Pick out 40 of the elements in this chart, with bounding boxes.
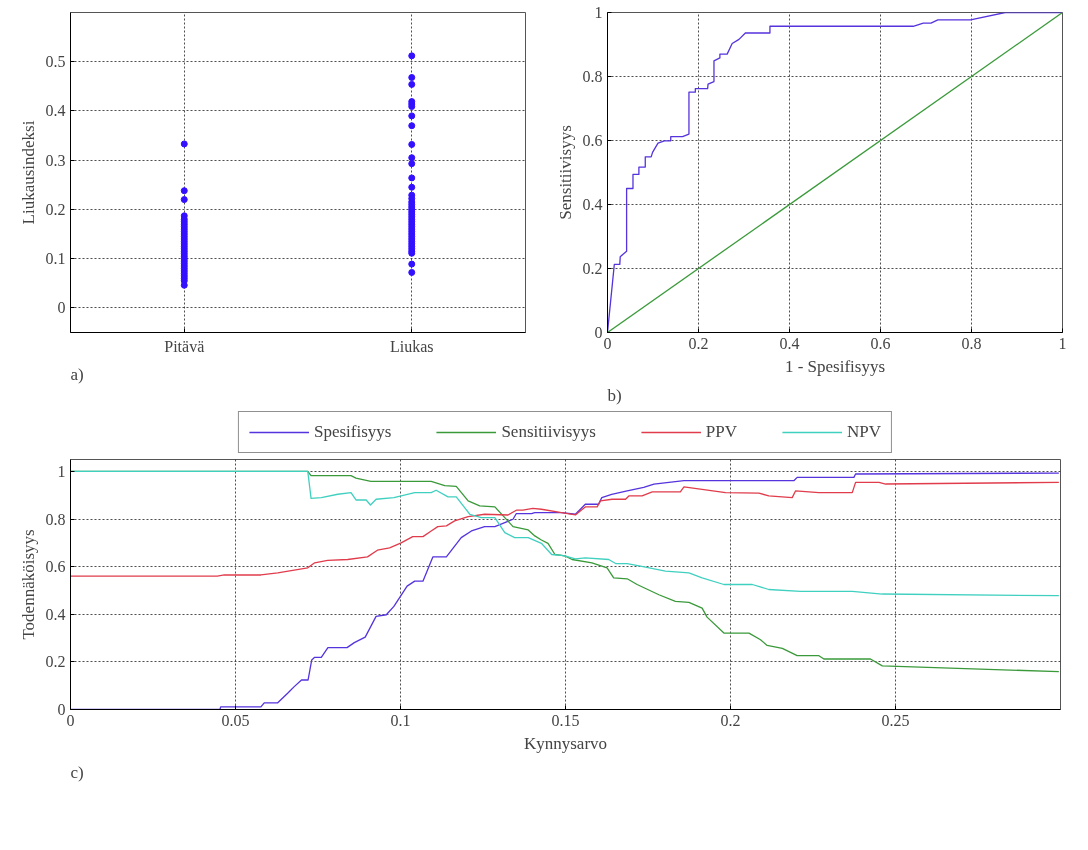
x-tick-label: 0.4 bbox=[779, 334, 800, 352]
legend-label: PPV bbox=[705, 422, 738, 442]
y-tick-label: 0 bbox=[57, 299, 66, 317]
y-tick-label: 0.6 bbox=[45, 558, 66, 576]
x-tick-label: 0.25 bbox=[881, 711, 910, 729]
y-tick-label: 0.5 bbox=[45, 53, 66, 71]
y-tick-label: 0.8 bbox=[45, 510, 66, 528]
x-tick-label: 0.6 bbox=[870, 334, 891, 352]
x-tick-label: Pitävä bbox=[164, 337, 205, 355]
y-tick-label: 1 bbox=[57, 462, 66, 480]
y-tick-label: 0.2 bbox=[45, 200, 66, 218]
x-tick-label: 0.2 bbox=[688, 334, 709, 352]
legend-label: Spesifisyys bbox=[313, 422, 392, 442]
y-axis-title: Liukausindeksi bbox=[18, 120, 38, 225]
x-tick-label: Liukas bbox=[389, 337, 434, 355]
y-axis-title: Todennäköisyys bbox=[18, 529, 38, 640]
text: c) bbox=[70, 762, 84, 782]
x-tick-label: 0.15 bbox=[551, 711, 580, 729]
y-tick-label: 0.6 bbox=[582, 132, 603, 149]
x-tick-label: 0.05 bbox=[221, 711, 250, 729]
y-tick-label: 0.4 bbox=[45, 102, 66, 120]
y-tick-label: 0.2 bbox=[582, 260, 603, 277]
legend-label: Sensitiivisyys bbox=[501, 422, 596, 442]
text: b) bbox=[607, 385, 622, 405]
y-tick-label: 0.8 bbox=[582, 68, 603, 85]
y-tick-label: 0.4 bbox=[45, 605, 66, 623]
y-tick-label: 0.3 bbox=[45, 151, 66, 169]
y-tick-label: 0.2 bbox=[45, 653, 66, 671]
x-axis-title: 1 - Spesifisyys bbox=[784, 356, 886, 376]
y-axis-title: Sensitiivisyys bbox=[555, 125, 575, 220]
x-tick-label: 0.8 bbox=[961, 334, 982, 352]
legend-label: NPV bbox=[847, 422, 882, 442]
x-tick-label: 0.2 bbox=[720, 711, 741, 729]
x-axis-title: Kynnysarvo bbox=[523, 733, 608, 753]
x-tick-label: 0.1 bbox=[390, 711, 411, 729]
y-tick-label: 1 bbox=[594, 4, 603, 21]
text: a) bbox=[70, 364, 84, 384]
y-tick-label: 0.4 bbox=[582, 196, 603, 213]
y-tick-label: 0.1 bbox=[45, 250, 66, 268]
x-tick-label: 1 bbox=[1058, 334, 1067, 352]
